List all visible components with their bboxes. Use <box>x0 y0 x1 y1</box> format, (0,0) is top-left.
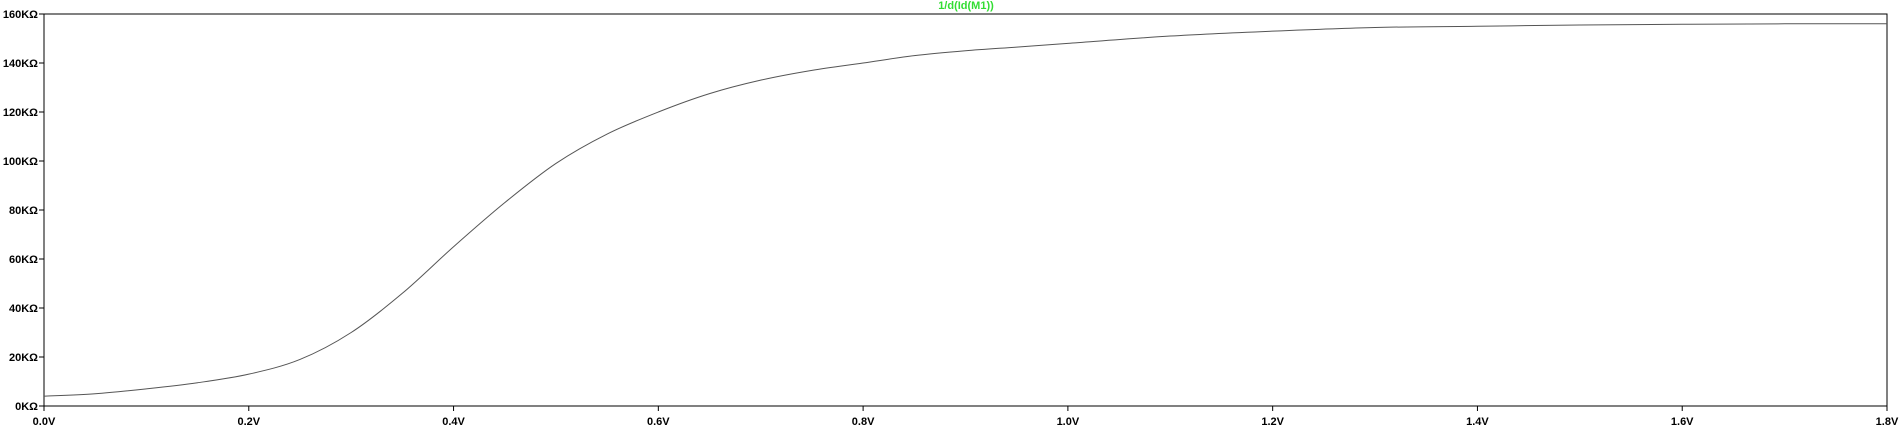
y-tick-label: 0KΩ <box>15 401 38 413</box>
x-tick-label: 0.6V <box>647 416 670 428</box>
x-tick-label: 0.0V <box>33 416 56 428</box>
x-axis: 0.0V 0.2V 0.4V 0.6V 0.8V 1.0V 1.2V 1.4V 1.6V 1.8V <box>33 406 1899 428</box>
x-tick-label: 1.6V <box>1671 416 1694 428</box>
y-tick-label: 100KΩ <box>3 156 38 168</box>
y-tick-label: 60KΩ <box>9 254 38 266</box>
y-tick-label: 140KΩ <box>3 58 38 70</box>
y-axis: 0KΩ 20KΩ 40KΩ 60KΩ 80KΩ 100KΩ 120KΩ 140KΩ 160KΩ <box>3 9 44 413</box>
y-tick-label: 160KΩ <box>3 9 38 21</box>
x-tick-label: 1.2V <box>1261 416 1284 428</box>
y-tick-label: 80KΩ <box>9 205 38 217</box>
trace-line[interactable] <box>43 23 1888 397</box>
y-tick-label: 120KΩ <box>3 107 38 119</box>
x-tick-label: 0.8V <box>852 416 875 428</box>
plot-frame <box>43 13 1888 407</box>
x-tick-label: 0.4V <box>442 416 465 428</box>
y-tick-label: 20KΩ <box>9 352 38 364</box>
x-tick-label: 0.2V <box>237 416 260 428</box>
x-tick-label: 1.8V <box>1876 416 1899 428</box>
x-tick-label: 1.0V <box>1057 416 1080 428</box>
chart-title: 1/d(Id(M1)) <box>938 0 994 12</box>
y-tick-label: 40KΩ <box>9 303 38 315</box>
x-tick-label: 1.4V <box>1466 416 1489 428</box>
